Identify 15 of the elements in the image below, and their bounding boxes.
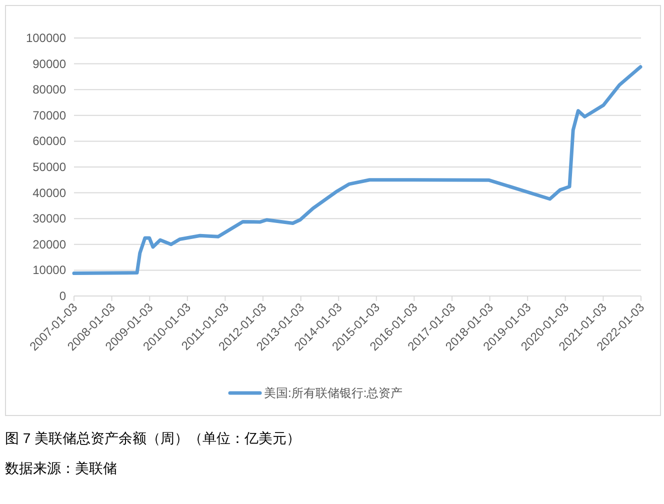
y-tick-label: 70000 [32,108,66,122]
y-tick-label: 80000 [32,82,66,97]
y-tick-label: 30000 [32,212,66,226]
y-tick-label: 0 [59,289,66,303]
source-note: 数据来源：美联储 [5,460,117,476]
y-tick-label: 10000 [32,263,66,278]
y-tick-label: 60000 [32,134,66,148]
y-tick-label: 90000 [32,56,66,71]
legend-label: 美国:所有联储银行:总资产 [264,386,403,400]
y-tick-label: 100000 [26,31,66,45]
y-tick-label: 40000 [32,186,66,200]
line-series [72,65,642,276]
y-tick-label: 50000 [32,160,66,174]
y-tick-label: 20000 [32,237,66,252]
caption: 图 7 美联储总资产余额（周）（单位：亿美元） [5,430,301,446]
